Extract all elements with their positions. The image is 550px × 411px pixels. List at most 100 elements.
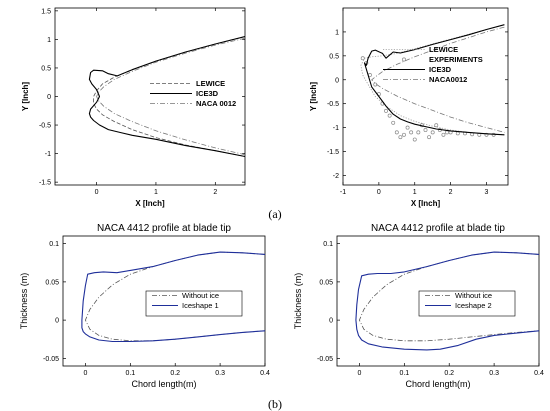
y-tick-label: 0.1 (323, 241, 333, 248)
x-tick-label: 0.4 (260, 370, 270, 377)
y-tick-label: -0.05 (317, 356, 333, 363)
series-group (81, 251, 265, 343)
x-tick-label: 1 (154, 189, 158, 196)
legend-label: Iceshape 2 (455, 301, 492, 310)
chart-b-left: 0 0.1 0.2 0.3 0.4 -0.05 0 0.05 0.1 Chord length(m… (19, 223, 270, 389)
chart-b-right: 0 0.1 0.2 0.3 0.4 -0.05 0 0.05 0.1 Chord length(m… (293, 223, 544, 389)
y-tick-label: 1 (47, 37, 51, 44)
x-axis-label: X [Inch] (411, 199, 441, 208)
y-tick-label: 0.05 (319, 279, 333, 286)
x-tick-label: 0.1 (399, 370, 409, 377)
x-tick-label: 0.2 (444, 370, 454, 377)
chart-title: NACA 4412 profile at blade tip (371, 223, 505, 234)
series-line (371, 26, 505, 133)
plot-frame (62, 235, 266, 367)
data-point (409, 130, 414, 135)
data-point (384, 108, 388, 113)
data-point (391, 120, 396, 125)
legend-label: Without ice (455, 291, 492, 300)
data-point (360, 56, 365, 61)
x-tick-label: 0.4 (534, 370, 544, 377)
x-tick-label: -1 (340, 189, 346, 196)
legend-label: Without ice (182, 291, 219, 300)
x-tick-label: 3 (485, 189, 489, 196)
legend-marker (402, 57, 406, 62)
data-point (405, 125, 410, 130)
data-point (455, 131, 460, 136)
y-tick-label: -1 (333, 125, 339, 132)
x-tick-label: 0.1 (125, 370, 135, 377)
chart-a-left: 0 1 2 -1.5 -1 -0.5 0 0.5 1 1.5 X [Inch] Y [Inch] LEW… (21, 7, 246, 208)
x-tick-label: 0 (83, 370, 87, 377)
y-tick-label: 0 (335, 77, 339, 84)
series-line (355, 251, 539, 351)
x-tick-label: 0.3 (215, 370, 225, 377)
y-tick-label: 0.5 (329, 53, 339, 60)
y-tick-label: -0.05 (43, 356, 59, 363)
data-point (445, 130, 449, 135)
y-tick-label: -1.5 (327, 149, 339, 156)
x-axis-label: Chord length(m) (405, 379, 470, 389)
y-tick-label: -0.5 (327, 101, 339, 108)
data-point (441, 132, 446, 137)
y-axis-label: Thickness (m) (293, 273, 303, 330)
data-point (398, 135, 403, 140)
x-tick-label: 1 (413, 189, 417, 196)
legend-label: Iceshape 1 (182, 301, 219, 310)
data-point (434, 123, 439, 128)
data-point (402, 132, 406, 137)
panel-label-a: (a) (268, 207, 281, 221)
data-point (387, 113, 392, 118)
chart-a-right: -1 0 1 2 3 -2 -1.5 -1 -0.5 0 0.5 1 X [Inch] Y [Inch] L… (309, 7, 509, 208)
y-tick-label: 0 (329, 318, 333, 325)
legend-label: ICE3D (429, 65, 452, 74)
series-group (355, 251, 539, 351)
y-tick-label: 0.5 (41, 65, 51, 72)
x-tick-label: 0 (357, 370, 361, 377)
y-axis-label: Y [Inch] (21, 82, 30, 112)
series-line (363, 24, 505, 136)
legend-label: LEWICE (196, 79, 225, 88)
y-tick-label: -2 (333, 173, 339, 180)
data-point (412, 137, 417, 142)
x-tick-label: 2 (213, 189, 217, 196)
data-point (427, 135, 432, 140)
x-tick-label: 0 (377, 189, 381, 196)
series-line (85, 251, 265, 342)
y-tick-label: 0.1 (49, 241, 59, 248)
series-line (96, 37, 245, 156)
x-tick-label: 0.2 (170, 370, 180, 377)
legend-label: LEWICE (429, 45, 458, 54)
series-group (88, 35, 245, 158)
series-group (360, 24, 505, 142)
data-point (416, 130, 421, 135)
panel-label-b: (b) (268, 397, 282, 411)
plot-frame (336, 235, 540, 367)
data-point (394, 130, 399, 135)
y-tick-label: 1 (335, 29, 339, 36)
y-tick-label: -1 (45, 151, 51, 158)
x-tick-label: 0 (95, 189, 99, 196)
y-tick-label: 0 (55, 318, 59, 325)
series-line (359, 251, 539, 342)
x-tick-label: 0.3 (489, 370, 499, 377)
x-axis-label: Chord length(m) (131, 379, 196, 389)
y-axis-label: Y [Inch] (309, 82, 318, 112)
x-tick-label: 2 (449, 189, 453, 196)
legend-label: EXPERIMENTS (429, 55, 483, 64)
series-line (88, 35, 245, 158)
legend-label: NACA0012 (429, 75, 467, 84)
y-tick-label: 0 (47, 94, 51, 101)
y-tick-label: -0.5 (39, 123, 51, 130)
y-axis-label: Thickness (m) (19, 273, 29, 330)
x-axis-label: X [Inch] (135, 199, 165, 208)
chart-title: NACA 4412 profile at blade tip (97, 223, 231, 234)
data-point (423, 128, 428, 132)
series-line (81, 251, 265, 343)
data-point (484, 132, 489, 137)
